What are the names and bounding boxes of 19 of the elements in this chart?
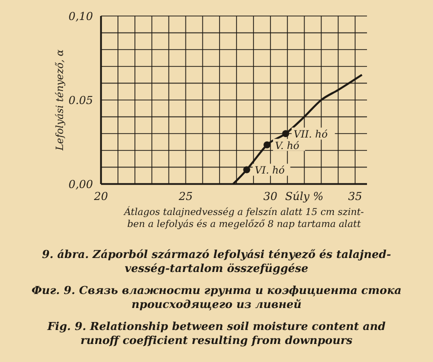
- annotation: V. hó: [275, 140, 300, 152]
- y-axis-title: Lefolyási tényező, α: [55, 49, 66, 152]
- annotation: VII. hó: [294, 130, 328, 141]
- point: [243, 166, 250, 174]
- y-tick-label: 0.05: [68, 94, 93, 107]
- x-tick-label: 25: [178, 190, 193, 203]
- annotation: VI. hó: [254, 166, 285, 177]
- y-tick-label: 0,10: [68, 10, 93, 23]
- x-tick-label: 20: [93, 190, 108, 203]
- point: [264, 141, 271, 148]
- y-tick-label: 0,00: [68, 178, 93, 191]
- x-axis-title: Átlagos talajnedvesség a felszín alatt 15 cm szint- ben a lefolyás és a megelőző 8 nap tartama alatt: [123, 206, 364, 230]
- caption: Fig. 9. Relationship between soil moisture content and runoff coefficient resulting from downpours: [46, 320, 386, 347]
- text: 9. ábra. Záporból származó lefolyási tényező és talajned- vesség-tartalom összefüggése: [42, 248, 392, 275]
- point: [282, 130, 290, 138]
- text: Súly %: [285, 190, 324, 203]
- x-tick-label: 30: [263, 190, 278, 203]
- x-tick-label: 35: [348, 190, 362, 203]
- text: Фиг. 9. Связь влажности грунта и коэфициента стока происходящего из ливней: [31, 284, 402, 311]
